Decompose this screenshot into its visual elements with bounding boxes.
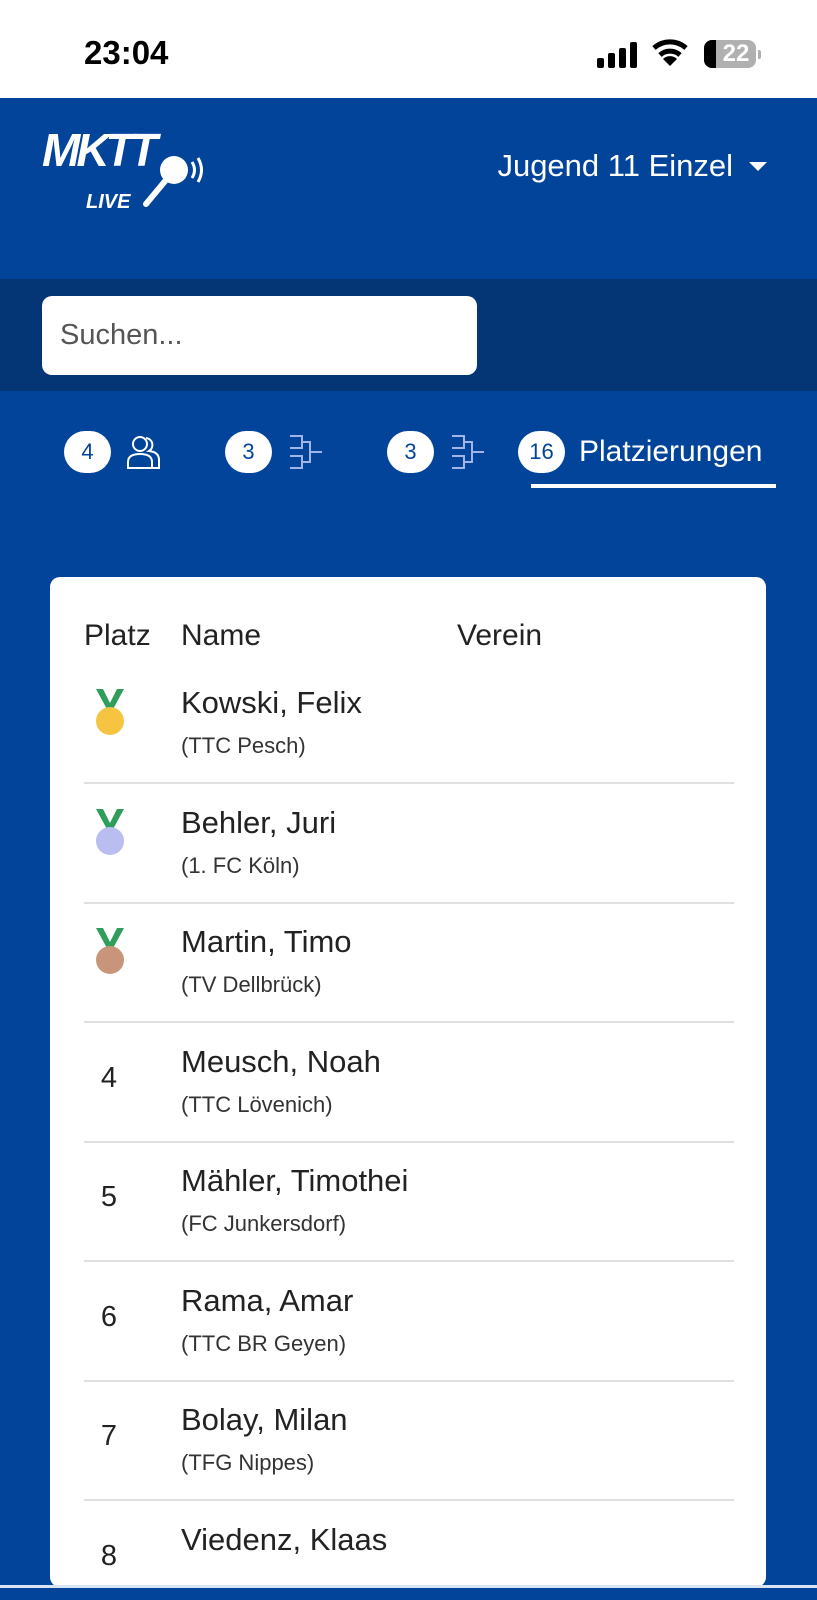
tab-bracket-2[interactable]: 3	[387, 430, 488, 474]
tab-players[interactable]: 4	[64, 430, 163, 474]
bracket-icon	[290, 435, 322, 469]
tab-count-badge: 16	[518, 431, 565, 473]
place: 8	[100, 1539, 118, 1572]
table-row[interactable]: 5 Mähler, Timothei (FC Junkersdorf)	[84, 1143, 734, 1262]
player-name: Behler, Juri	[181, 804, 337, 840]
player-name: Kowski, Felix	[181, 685, 362, 720]
player-name: Rama, Amar	[181, 1282, 354, 1318]
player-name: Viedenz, Klaas	[181, 1521, 388, 1557]
cellular-signal-icon	[597, 42, 637, 68]
header-verein: Verein	[457, 619, 543, 652]
player-name: Martin, Timo	[181, 924, 352, 959]
gold-medal-icon	[96, 689, 124, 735]
silver-medal-icon	[96, 808, 124, 855]
bracket-icon	[452, 435, 484, 469]
table-row[interactable]: Behler, Juri (1. FC Köln)	[84, 785, 734, 904]
tab-bar: 4 3 3 16 Platzierungen	[0, 430, 817, 490]
tab-count-badge: 3	[387, 431, 434, 473]
place: 4	[100, 1061, 118, 1094]
svg-text:LIVE: LIVE	[86, 191, 131, 213]
category-dropdown[interactable]: Jugend 11 Einzel	[497, 148, 767, 184]
player-name: Meusch, Noah	[181, 1043, 381, 1079]
mktt-live-logo[interactable]: MKTT LIVE	[42, 124, 212, 216]
app-header	[0, 98, 817, 279]
player-club: (TV Dellbrück)	[181, 972, 322, 997]
table-row[interactable]: 6 Rama, Amar (TTC BR Geyen)	[84, 1263, 734, 1382]
table-row[interactable]: Kowski, Felix (TTC Pesch)	[84, 665, 734, 784]
table-row[interactable]: 4 Meusch, Noah (TTC Lövenich)	[84, 1024, 734, 1143]
player-club: (TTC BR Geyen)	[181, 1330, 347, 1356]
tab-count-badge: 3	[225, 431, 272, 473]
player-club: (1. FC Köln)	[181, 852, 300, 878]
table-row[interactable]: Martin, Timo (TV Dellbrück)	[84, 904, 734, 1023]
tab-platzierungen[interactable]: 16 Platzierungen	[518, 430, 762, 474]
active-tab-indicator	[531, 484, 776, 488]
table-row[interactable]: 7 Bolay, Milan (TFG Nippes)	[84, 1382, 734, 1501]
header-platz: Platz	[84, 619, 151, 652]
rankings-table: Platz Name Verein Kowski, Felix (TTC Pesc…	[50, 577, 766, 1587]
tab-bracket-1[interactable]: 3	[225, 430, 326, 474]
users-icon	[127, 436, 160, 469]
search-input[interactable]	[42, 296, 477, 375]
tab-count-badge: 4	[64, 431, 111, 473]
place: 5	[100, 1181, 118, 1213]
player-club: (TTC Pesch)	[181, 733, 306, 758]
player-club: (TFG Nippes)	[181, 1450, 315, 1475]
place: 7	[100, 1420, 118, 1452]
header-name: Name	[181, 619, 262, 652]
bronze-medal-icon	[96, 928, 124, 974]
player-name: Bolay, Milan	[181, 1402, 348, 1437]
player-club: (TTC Lövenich)	[181, 1091, 333, 1117]
clock: 23:04	[84, 34, 169, 71]
status-bar: 23:04 22	[0, 0, 817, 98]
place: 6	[100, 1300, 118, 1333]
wifi-icon	[652, 39, 688, 66]
table-row[interactable]: 8 Viedenz, Klaas	[84, 1502, 734, 1588]
caret-down-icon	[749, 161, 767, 171]
battery-icon: 22	[704, 40, 756, 68]
player-name: Mähler, Timothei	[181, 1163, 409, 1198]
player-club: (FC Junkersdorf)	[181, 1211, 347, 1236]
divider	[0, 1585, 817, 1588]
svg-text:MKTT: MKTT	[42, 124, 162, 176]
